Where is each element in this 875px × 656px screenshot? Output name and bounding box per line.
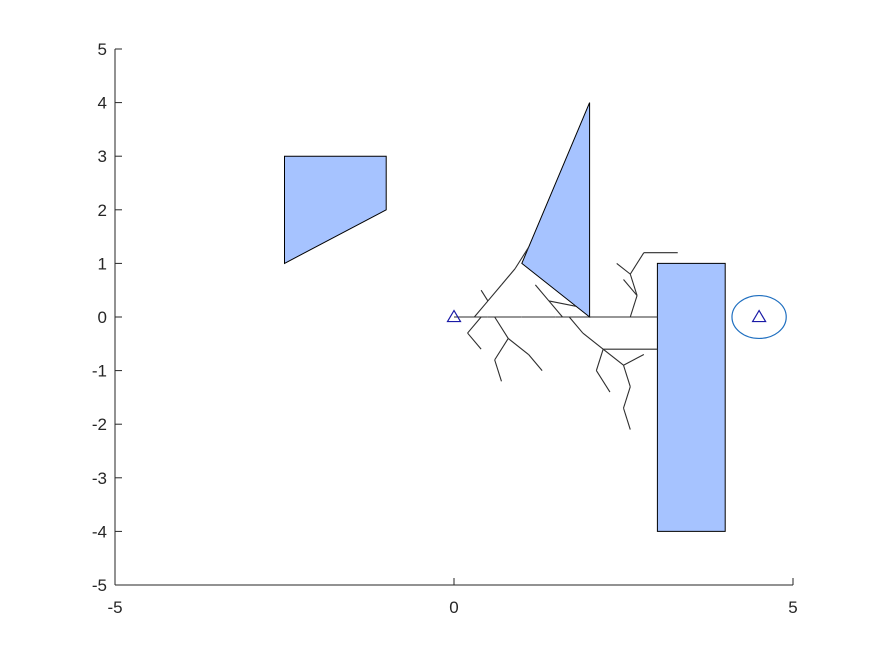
rrt-tree — [454, 247, 678, 430]
x-tick-label: 0 — [449, 598, 458, 617]
y-tick-label: -2 — [92, 415, 107, 434]
tree-edge — [629, 273, 638, 296]
y-tick-label: -5 — [92, 576, 107, 595]
tree-edge — [467, 316, 482, 334]
goal-marker — [751, 309, 767, 323]
goal-region — [731, 294, 787, 340]
y-tick-label: 1 — [98, 254, 107, 273]
y-tick-label: 2 — [98, 201, 107, 220]
x-ticks: -5 0 5 — [107, 578, 798, 617]
tree-edge — [622, 365, 631, 387]
tree-edge — [622, 386, 631, 409]
tree-edge — [622, 407, 631, 430]
tree-edge — [629, 295, 638, 318]
obstacle-2 — [521, 102, 591, 319]
tree-edge — [548, 300, 577, 307]
y-tick-label: -3 — [92, 469, 107, 488]
y-tick-label: 3 — [98, 147, 107, 166]
obstacles — [284, 102, 726, 532]
obstacle-3 — [656, 262, 726, 532]
tree-edge — [602, 348, 624, 366]
tree-edge — [595, 348, 604, 371]
y-ticks: -5 -4 -3 -2 -1 0 1 2 3 4 5 — [92, 40, 122, 595]
tree-edge — [629, 252, 645, 275]
tree-edge — [494, 316, 509, 339]
y-tick-label: -4 — [92, 522, 107, 541]
tree-edge — [595, 370, 611, 393]
tree-edge — [467, 332, 482, 350]
tree-edge — [494, 338, 509, 361]
tree-edge — [473, 300, 489, 318]
start-marker — [446, 309, 462, 323]
tree-edge — [494, 359, 502, 382]
obstacle-1 — [284, 155, 387, 265]
tree-edge — [514, 247, 530, 270]
tree-edge — [568, 316, 584, 334]
tree-edge — [487, 284, 502, 302]
tree-edge — [548, 300, 563, 318]
markers — [446, 294, 787, 340]
tree-edge — [534, 284, 550, 302]
tree-edge — [582, 332, 604, 350]
y-tick-label: -1 — [92, 362, 107, 381]
tree-edge — [623, 279, 638, 296]
x-tick-label: 5 — [788, 598, 797, 617]
x-tick-label: -5 — [107, 598, 122, 617]
tree-edge — [623, 354, 645, 366]
tree-edge — [528, 354, 543, 371]
tree-edge — [501, 268, 516, 286]
tree-edge — [480, 289, 489, 302]
tree-edge — [616, 262, 631, 275]
tree-edge — [507, 338, 529, 355]
y-tick-label: 4 — [98, 94, 107, 113]
y-tick-label: 5 — [98, 40, 107, 59]
y-tick-label: 0 — [98, 308, 107, 327]
